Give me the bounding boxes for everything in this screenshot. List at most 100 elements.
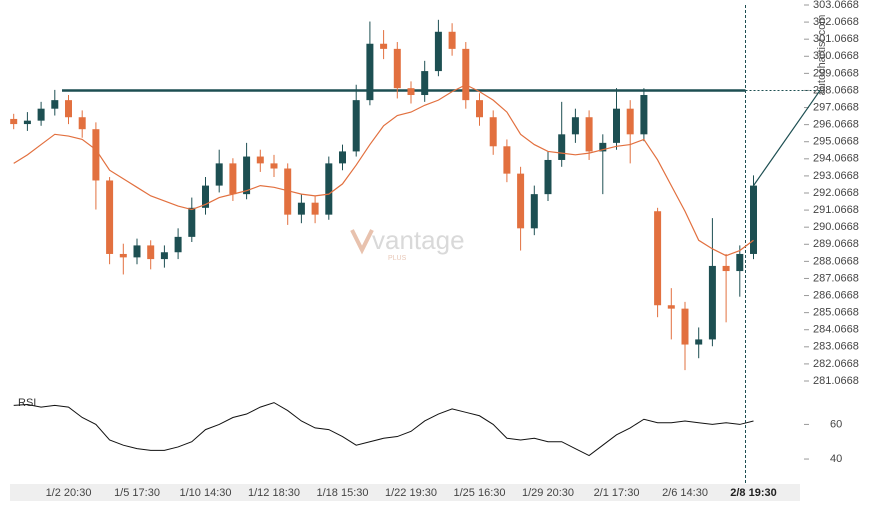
candle-body — [489, 117, 497, 147]
candle-body — [626, 108, 634, 135]
source: autochartist.com — [816, 15, 828, 96]
candle-body — [380, 43, 388, 49]
candle-body — [722, 265, 730, 272]
y-tick-label: 293.0668 — [813, 170, 859, 182]
y-tick-label: 299.0668 — [813, 67, 859, 79]
candle-body — [147, 245, 155, 260]
y-tick-label: 291.0668 — [813, 204, 859, 216]
x-tick-label: 1/18 15:30 — [317, 487, 369, 499]
candle-body — [585, 117, 593, 152]
y-tick-label: 290.0668 — [813, 221, 859, 233]
candle-body — [270, 163, 278, 169]
candle-body — [188, 207, 196, 237]
candle-body — [695, 339, 703, 345]
candle-body — [393, 48, 401, 89]
candle-body — [119, 253, 127, 258]
y-tick-label: 294.0668 — [813, 153, 859, 165]
candle-body — [421, 71, 429, 96]
candle-body — [256, 156, 264, 164]
candle-body — [339, 151, 346, 164]
y-tick-label: 302.0668 — [813, 16, 859, 28]
x-tick-label: 1/10 14:30 — [180, 487, 232, 499]
y2-tick-label: 60 — [830, 418, 842, 430]
candle-body — [284, 168, 292, 215]
y-tick-label: 287.0668 — [813, 272, 859, 284]
candle-body — [311, 202, 319, 215]
candle-body — [407, 88, 415, 96]
candle-body — [708, 265, 716, 340]
y-tick-label: 288.0668 — [813, 255, 859, 267]
candle-body — [174, 236, 182, 253]
y-tick-label: 285.0668 — [813, 307, 859, 319]
x-tick-label: 2/8 19:30 — [730, 487, 776, 499]
candle-body — [640, 95, 648, 135]
y-tick-label: 283.0668 — [813, 341, 859, 353]
x-tick-label: 1/5 17:30 — [114, 487, 160, 499]
candle-body — [654, 211, 662, 306]
candle-body — [681, 308, 689, 345]
candle-body — [23, 120, 31, 125]
x-tick-label: 1/12 18:30 — [248, 487, 300, 499]
candle-body — [215, 163, 223, 186]
y-tick-label: 303.0668 — [813, 0, 859, 11]
candle-body — [517, 173, 525, 229]
rsi-line — [13, 402, 754, 457]
candle-body — [160, 252, 168, 260]
candle-body — [530, 194, 538, 229]
candle-body — [667, 305, 675, 309]
candle-body — [736, 253, 744, 272]
candle-body — [366, 43, 374, 101]
candle-body — [325, 163, 333, 215]
candle-body — [92, 129, 100, 181]
candle-body — [434, 31, 442, 72]
x-tick-label: 2/1 17:30 — [594, 487, 640, 499]
candle-body — [51, 100, 59, 109]
y2-tick-label: 40 — [830, 453, 842, 465]
candle-body — [352, 100, 360, 152]
x-axis-strip — [10, 484, 800, 501]
candle-body — [613, 108, 620, 143]
projection — [753, 90, 821, 186]
candle-body — [544, 159, 552, 195]
candle-body — [106, 180, 114, 254]
y-tick-label: 295.0668 — [813, 136, 859, 148]
candle-body — [448, 31, 456, 49]
x-tick-label: 2/6 14:30 — [662, 487, 708, 499]
candle-body — [571, 117, 579, 135]
x-tick-label: 1/29 20:30 — [522, 487, 574, 499]
candle-body — [558, 134, 566, 160]
x-tick-label: 1/2 20:30 — [46, 487, 92, 499]
y-tick-label: 296.0668 — [813, 119, 859, 131]
watermark-sub: PLUS — [388, 255, 407, 262]
candle-body — [133, 245, 141, 258]
moving-average — [13, 84, 754, 257]
y-tick-label: 298.0668 — [813, 84, 859, 96]
candle-body — [202, 185, 209, 208]
x-tick-label: 1/22 19:30 — [385, 487, 437, 499]
y-tick-label: 301.0668 — [813, 33, 859, 45]
y-tick-label: 297.0668 — [813, 101, 859, 113]
candle-body — [229, 163, 237, 195]
watermark: vantage — [372, 225, 465, 255]
x-tick-label: 1/25 16:30 — [454, 487, 506, 499]
rsi-label: RSI — [18, 397, 36, 409]
y-tick-label: 289.0668 — [813, 238, 859, 250]
y-tick-label: 282.0668 — [813, 358, 859, 370]
y-tick-label: 281.0668 — [813, 375, 859, 387]
candle-body — [476, 100, 483, 118]
y-tick-label: 284.0668 — [813, 324, 859, 336]
y-tick-label: 286.0668 — [813, 289, 859, 301]
candle-body — [243, 156, 251, 195]
y-tick-label: 292.0668 — [813, 187, 859, 199]
candle-body — [37, 108, 45, 121]
candle-body — [65, 100, 72, 118]
candle-body — [503, 146, 511, 174]
watermark-logo — [350, 229, 374, 255]
candle-body — [78, 117, 86, 130]
candle-body — [462, 48, 470, 101]
candle-body — [599, 142, 607, 152]
candle-body — [297, 202, 305, 215]
candle-body — [10, 118, 18, 125]
candle-body — [750, 185, 757, 254]
